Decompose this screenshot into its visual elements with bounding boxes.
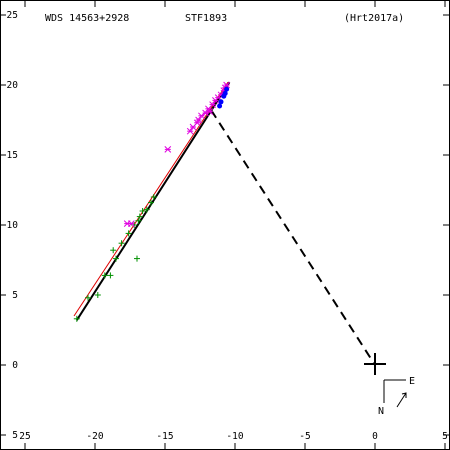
- green-plus-point: [143, 206, 150, 213]
- compass-north-label: N: [378, 406, 384, 417]
- discoverer-label: STF1893: [185, 13, 227, 24]
- y-tick: 25: [0, 10, 450, 21]
- green-plus-point: [134, 255, 140, 262]
- y-tick-label: 10: [7, 220, 19, 231]
- y-tick-label: 25: [7, 10, 18, 21]
- magenta-x-point: [202, 109, 209, 117]
- y-tick: 10: [0, 220, 450, 231]
- green-plus-point: [73, 315, 80, 322]
- green-plus-point: [94, 292, 101, 298]
- green-plus-point: [110, 247, 117, 254]
- magenta-x-point: [186, 127, 194, 135]
- magenta-x-point: [189, 123, 197, 131]
- compass-east-label: E: [409, 376, 415, 387]
- y-tick: 5: [0, 430, 450, 441]
- x-tick-label: 25: [19, 431, 30, 442]
- y-tick-label: 15: [7, 150, 18, 161]
- x-tick: -10: [226, 0, 244, 450]
- green-plus-point: [85, 294, 91, 301]
- linear-fit-line: [73, 81, 229, 317]
- periastron-connector-line: [210, 109, 376, 366]
- orbit-line: [75, 81, 231, 321]
- blue-dot-point: [224, 86, 230, 92]
- magenta-x-point: [223, 81, 230, 89]
- wds-id-label: WDS 14563+2928: [45, 13, 129, 24]
- orbit-reference-label: (Hrt2017a): [344, 13, 404, 24]
- magenta-x-point: [206, 108, 214, 115]
- blue-dot-point: [218, 99, 224, 105]
- magenta-x-point: [195, 116, 202, 124]
- green-plus-point: [148, 199, 154, 206]
- y-tick-label: 0: [12, 360, 18, 371]
- compass-rose: E N: [378, 376, 415, 417]
- green-plus-point: [125, 230, 132, 237]
- x-tick: 25: [19, 0, 31, 450]
- green-plus-point: [101, 272, 108, 279]
- green-plus-point: [107, 272, 114, 279]
- x-tick-label: -5: [299, 431, 310, 442]
- green-plus-point: [135, 217, 142, 224]
- magenta-x-point: [209, 101, 216, 108]
- y-tick-label: 20: [7, 80, 19, 91]
- green-plus-point: [139, 208, 146, 214]
- data-points: [73, 81, 230, 322]
- y-tick: 5: [0, 290, 450, 301]
- green-plus-point: [150, 194, 157, 200]
- x-tick: -15: [156, 0, 174, 450]
- x-tick: 0: [372, 0, 378, 450]
- orbit-lines: [73, 81, 376, 366]
- magenta-x-point: [123, 220, 131, 227]
- green-plus-point: [113, 255, 119, 262]
- x-tick: 5: [442, 0, 448, 450]
- y-tick-label: 5: [12, 430, 18, 441]
- magenta-x-point: [164, 146, 172, 153]
- x-tick: -20: [86, 0, 104, 450]
- x-tick: -5: [299, 0, 311, 450]
- green-plus-point: [118, 240, 125, 247]
- green-plus-point: [136, 213, 143, 220]
- motion-arrow-icon: [396, 392, 407, 408]
- y-tick: 15: [0, 150, 450, 161]
- primary-star-marker: [364, 353, 386, 375]
- y-tick-label: 5: [12, 290, 18, 301]
- x-tick-label: 5: [442, 431, 448, 442]
- x-tick-label: 0: [372, 431, 378, 442]
- y-tick: 20: [0, 80, 450, 91]
- y-tick: 0: [0, 360, 450, 371]
- x-tick-label: -10: [226, 431, 243, 442]
- x-tick-label: -15: [156, 431, 173, 442]
- blue-dot-point: [217, 103, 223, 109]
- x-tick-label: -20: [86, 431, 103, 442]
- blue-dot-point: [222, 90, 228, 96]
